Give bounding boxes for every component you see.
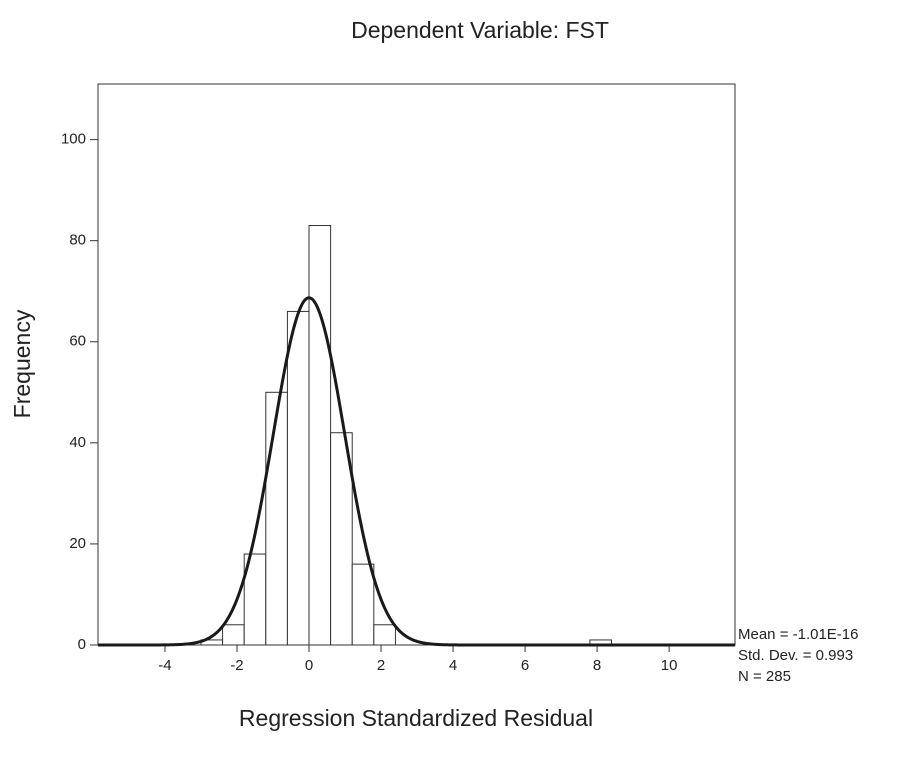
y-tick-label: 80: [69, 232, 86, 249]
stats-label: Mean = -1.01E-16: [738, 626, 859, 643]
y-tick-label: 40: [69, 434, 86, 451]
x-tick-label: 6: [521, 657, 529, 674]
x-tick-label: 10: [661, 657, 678, 674]
x-tick-label: 4: [449, 657, 457, 674]
x-tick-label: 8: [593, 657, 601, 674]
y-tick-label: 0: [78, 636, 86, 653]
bar: [222, 624, 245, 646]
bar: [286, 310, 310, 646]
y-tick-label: 100: [61, 131, 86, 148]
y-axis-label: Frequency: [9, 309, 35, 418]
x-tick-label: 0: [305, 657, 313, 674]
bar: [373, 624, 396, 646]
stats-label: N = 285: [738, 668, 791, 685]
bar: [308, 225, 332, 646]
bar: [330, 432, 353, 646]
stats-label: Std. Dev. = 0.993: [738, 647, 853, 664]
y-tick-label: 20: [69, 535, 86, 552]
y-tick-label: 60: [69, 333, 86, 350]
x-tick-label: -2: [230, 657, 243, 674]
bar: [265, 391, 288, 646]
x-axis-label: Regression Standardized Residual: [239, 705, 593, 731]
x-tick-label: -4: [158, 657, 171, 674]
plot-frame: [97, 83, 736, 646]
bar: [351, 563, 375, 646]
x-tick-label: 2: [377, 657, 385, 674]
normal-curve: [98, 296, 735, 647]
chart-title: Dependent Variable: FST: [351, 17, 609, 43]
